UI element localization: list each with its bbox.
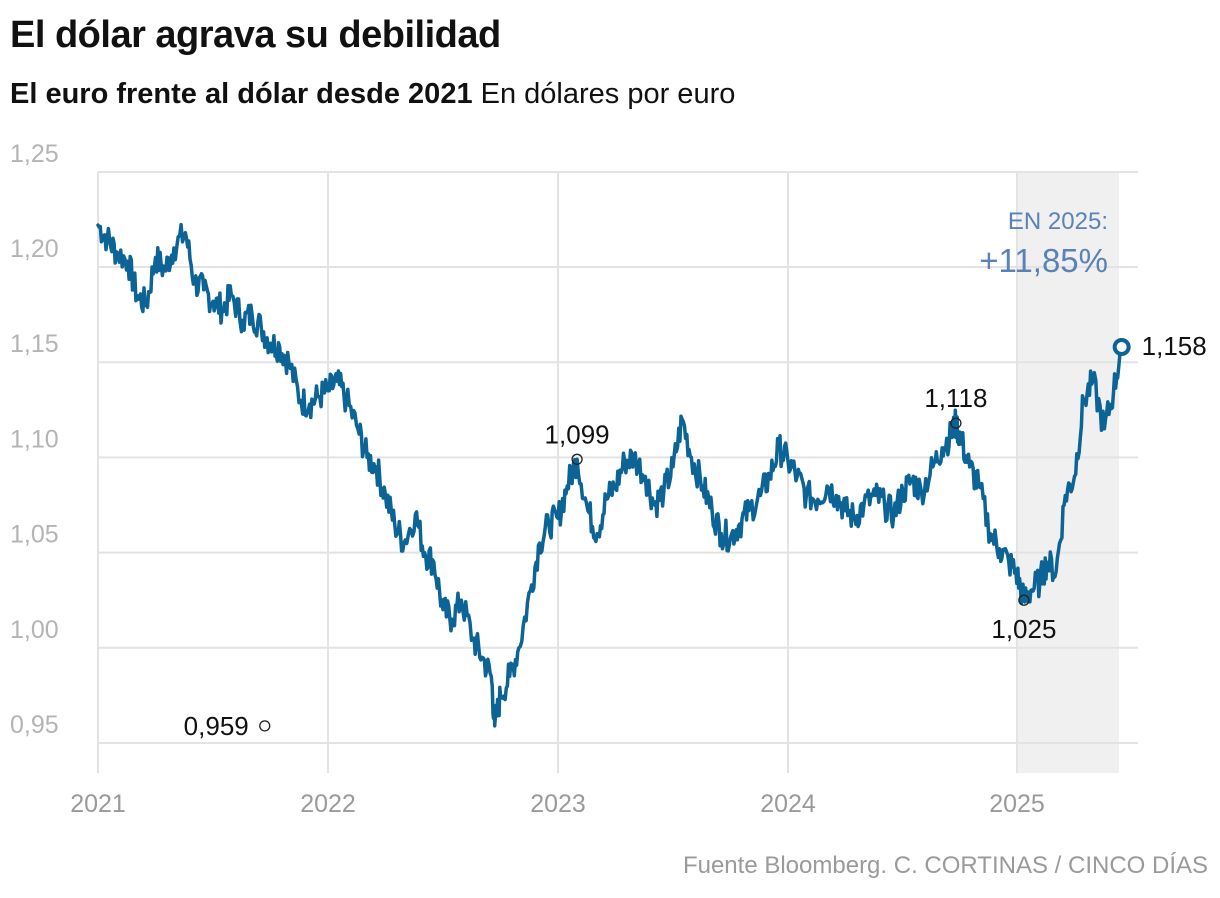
annotation-label: 1,118 — [924, 383, 987, 413]
highlight-label: EN 2025: — [1008, 208, 1108, 235]
annotation-label: 1,158 — [1142, 331, 1207, 361]
subtitle-main: El euro frente al dólar desde 2021 — [10, 78, 473, 110]
chart-subtitle: El euro frente al dólar desde 2021 En dó… — [10, 78, 735, 111]
annotation-label: 1,025 — [991, 614, 1056, 644]
y-tick-label: 1,05 — [10, 521, 59, 549]
highlight-band-2025 — [1017, 172, 1119, 773]
x-tick-label: 2025 — [989, 790, 1045, 818]
x-tick-label: 2023 — [530, 790, 586, 818]
y-tick-label: 1,10 — [10, 425, 59, 453]
annotation-label: 1,099 — [545, 419, 610, 449]
annotation-marker — [259, 720, 271, 732]
x-tick-label: 2022 — [300, 790, 356, 818]
x-tick-label: 2021 — [70, 790, 126, 818]
y-tick-label: 1,00 — [10, 616, 59, 644]
subtitle-units: En dólares por euro — [480, 78, 736, 110]
chart-title: El dólar agrava su debilidad — [10, 14, 501, 56]
source-note: Fuente Bloomberg. C. CORTINAS / CINCO DÍ… — [682, 852, 1208, 879]
annotation-marker — [950, 417, 962, 429]
annotation-marker — [571, 453, 583, 465]
y-tick-label: 1,25 — [10, 140, 59, 168]
series-line-eurusd — [96, 222, 1124, 728]
y-tick-label: 1,20 — [10, 235, 59, 263]
y-tick-label: 0,95 — [10, 711, 59, 739]
annotation-marker — [1018, 594, 1030, 606]
x-tick-label: 2024 — [760, 790, 816, 818]
y-tick-label: 1,15 — [10, 330, 59, 358]
highlight-value: +11,85% — [979, 242, 1108, 279]
end-point-marker — [1112, 337, 1131, 356]
annotation-label: 0,959 — [184, 711, 249, 741]
